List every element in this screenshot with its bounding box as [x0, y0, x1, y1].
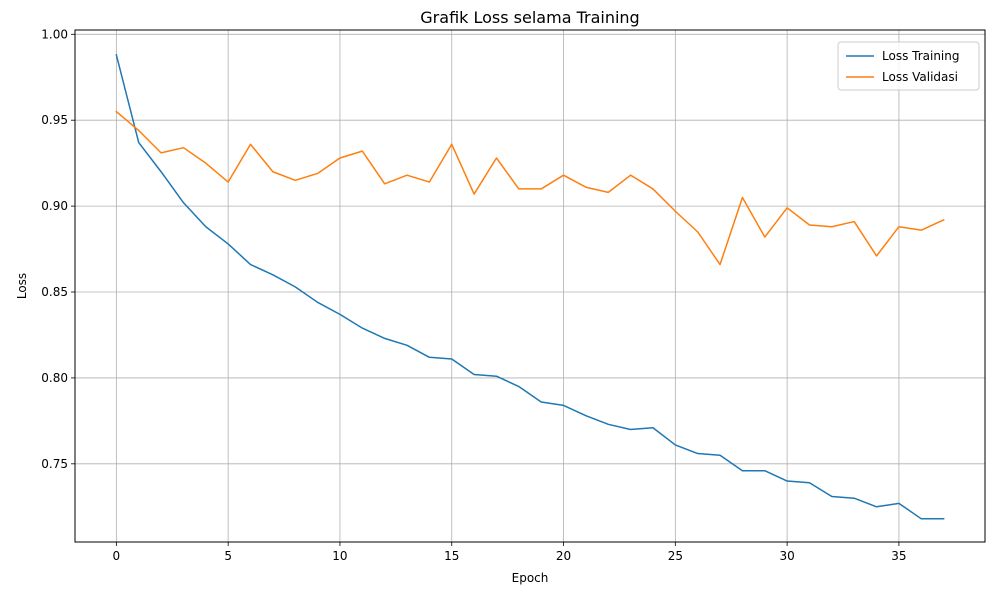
- x-axis-title: Epoch: [512, 571, 549, 585]
- y-tick-label: 0.75: [41, 457, 68, 471]
- y-tick-label: 1.00: [41, 27, 68, 41]
- x-tick-label: 0: [113, 549, 121, 563]
- y-axis-title: Loss: [15, 273, 29, 299]
- y-tick-label: 0.90: [41, 199, 68, 213]
- legend-label-validation: Loss Validasi: [882, 70, 958, 84]
- legend-box: [837, 41, 980, 91]
- y-tick-label: 0.95: [41, 113, 68, 127]
- x-tick-label: 10: [332, 549, 347, 563]
- grid: [75, 30, 985, 542]
- y-tick-label: 0.85: [41, 285, 68, 299]
- y-tick-label: 0.80: [41, 371, 68, 385]
- plot-frame: [74, 29, 986, 543]
- x-tick-label: 30: [779, 549, 794, 563]
- series-lines: [115, 53, 945, 520]
- ticks: 0 5 10 15 20 25 30 35 0.75 0.80 0.85 0.90 0.95 1.00: [41, 27, 906, 563]
- x-tick-label: 20: [556, 549, 571, 563]
- x-tick-label: 5: [224, 549, 232, 563]
- legend-label-training: Loss Training: [882, 49, 959, 63]
- chart-title: Grafik Loss selama Training: [420, 8, 639, 27]
- x-tick-label: 15: [444, 549, 459, 563]
- series-line-validation: [115, 110, 945, 266]
- series-line-training: [115, 53, 945, 520]
- x-tick-label: 35: [891, 549, 906, 563]
- x-tick-label: 25: [668, 549, 683, 563]
- legend: Loss Training Loss Validasi: [837, 41, 980, 91]
